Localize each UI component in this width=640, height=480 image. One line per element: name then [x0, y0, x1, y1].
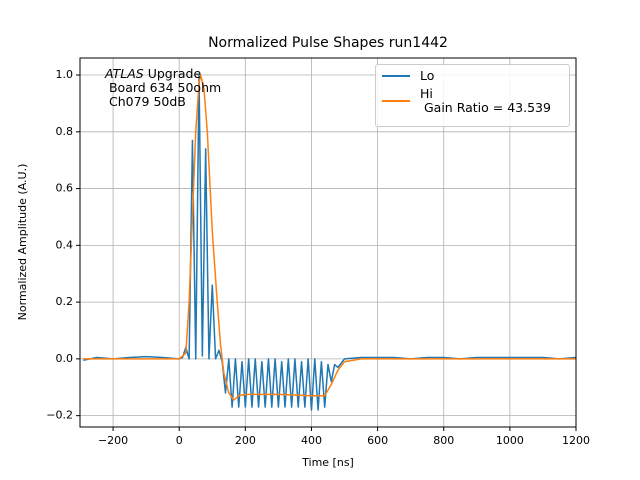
- x-tick-label: 400: [301, 434, 322, 447]
- series-line: [83, 74, 576, 401]
- y-axis-label: Normalized Amplitude (A.U.): [16, 164, 29, 321]
- y-tick-label: 0.8: [56, 125, 74, 138]
- legend: Lo Hi Gain Ratio = 43.539: [375, 64, 570, 127]
- x-tick-label: 1200: [562, 434, 590, 447]
- x-tick-label: 0: [176, 434, 183, 447]
- annotation-emphasis: ATLAS: [105, 66, 144, 81]
- x-tick-label: 200: [235, 434, 256, 447]
- annotation-text: Upgrade Board 634 50ohm Ch079 50dB: [108, 66, 222, 109]
- y-tick-label: −0.2: [46, 409, 73, 422]
- y-tick-label: 1.0: [56, 68, 74, 81]
- chart-title: Normalized Pulse Shapes run1442: [208, 35, 448, 51]
- legend-swatch: [382, 75, 410, 77]
- x-axis-label: Time [ns]: [301, 456, 354, 469]
- legend-label: Hi Gain Ratio = 43.539: [420, 86, 551, 115]
- x-tick-label: 1000: [496, 434, 524, 447]
- legend-label: Lo: [420, 68, 435, 83]
- x-tick-label: 800: [433, 434, 454, 447]
- x-tick-label: 600: [367, 434, 388, 447]
- plot-area: [83, 74, 576, 411]
- y-tick-label: 0.0: [56, 352, 74, 365]
- series-line: [83, 74, 576, 411]
- annotation: ATLAS Upgrade Board 634 50ohm Ch079 50dB: [105, 67, 221, 109]
- axes-frame: [79, 57, 577, 428]
- x-tick-label: −200: [98, 434, 128, 447]
- y-tick-label: 0.6: [56, 182, 74, 195]
- y-tick-label: 0.4: [56, 238, 74, 251]
- legend-swatch: [382, 100, 410, 102]
- y-tick-label: 0.2: [56, 295, 74, 308]
- ticks: −200 0 200 400 600 800 1000 1200 −0.2 0.0 0.2 0.4 0.…: [46, 68, 590, 447]
